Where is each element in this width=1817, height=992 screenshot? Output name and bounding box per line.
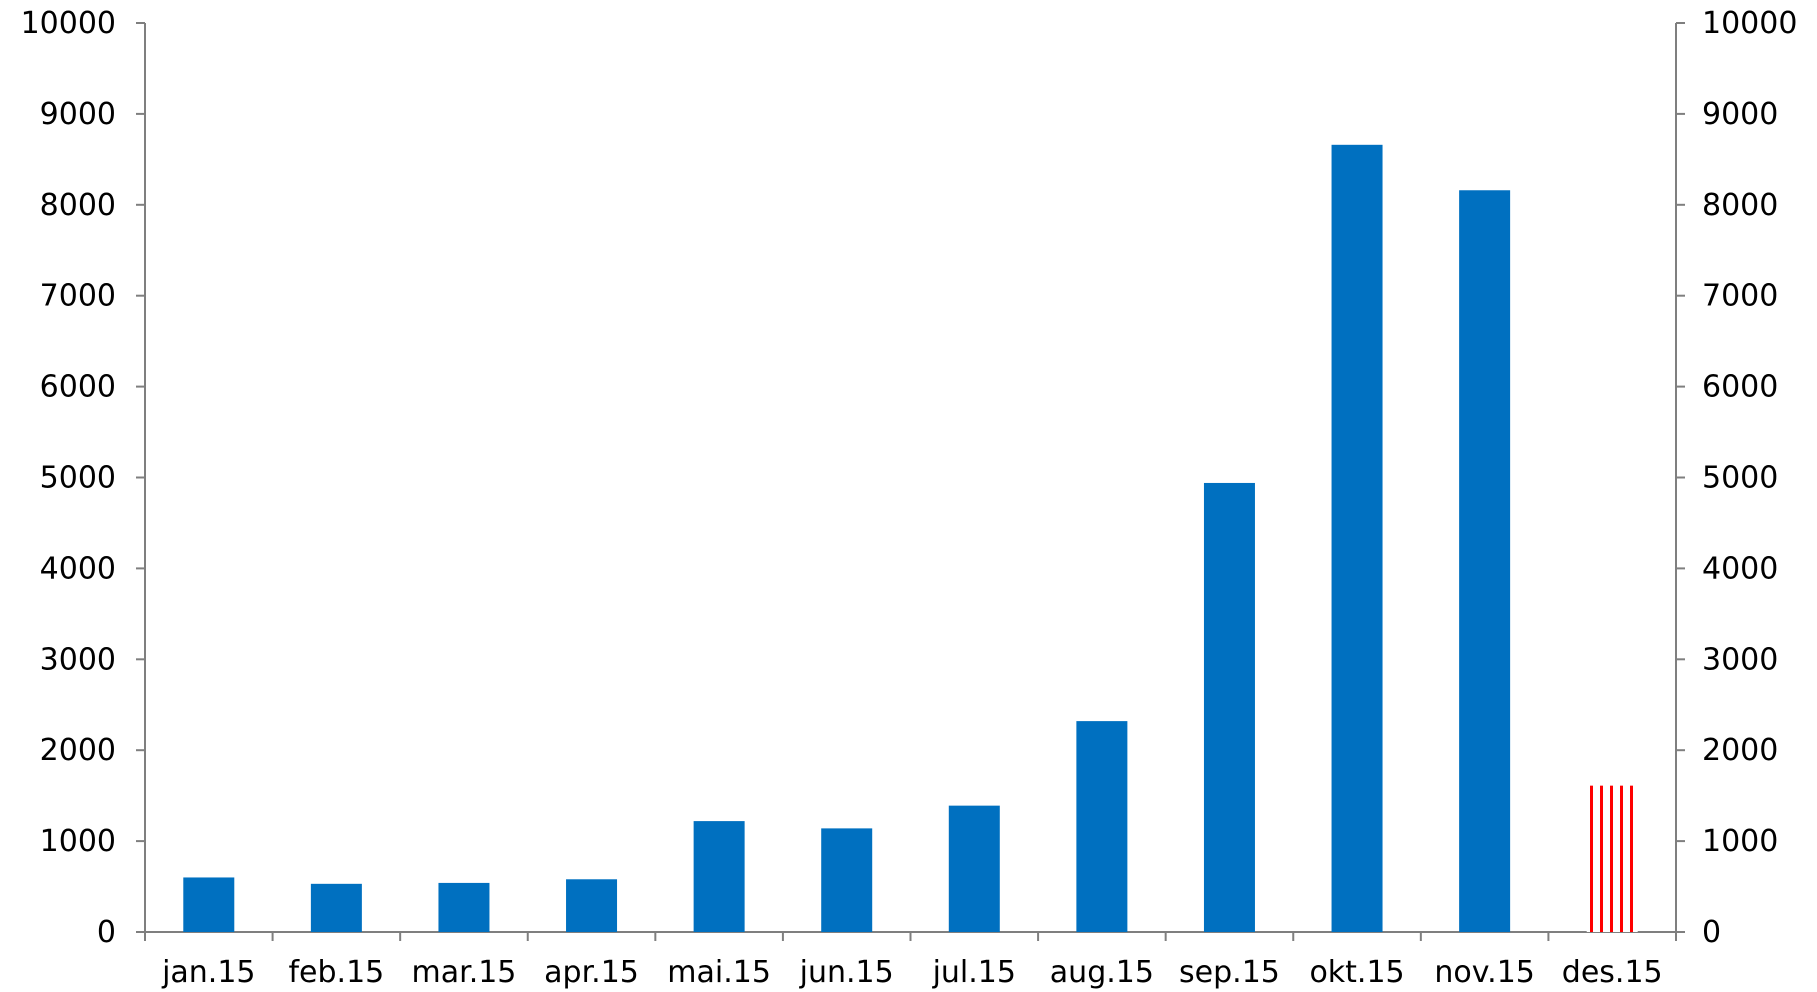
x-tick-label: feb.15 — [288, 955, 384, 990]
y-tick-label-left: 10000 — [21, 6, 116, 41]
y-tick-label-right: 6000 — [1702, 370, 1778, 405]
x-tick-label: okt.15 — [1309, 955, 1404, 990]
y-tick-label-left: 6000 — [40, 370, 116, 405]
bar — [1076, 721, 1128, 932]
y-tick-label-right: 3000 — [1702, 642, 1778, 677]
y-tick-label-left: 4000 — [40, 551, 116, 586]
bar — [183, 877, 235, 932]
bar — [693, 821, 745, 932]
bar — [310, 883, 362, 932]
y-tick-label-left: 8000 — [40, 188, 116, 223]
y-tick-label-right: 10000 — [1702, 6, 1797, 41]
bar-des-15 — [1586, 785, 1638, 932]
bar — [821, 828, 873, 932]
y-tick-label-left: 0 — [97, 915, 116, 950]
y-tick-label-left: 9000 — [40, 97, 116, 132]
y-tick-label-right: 2000 — [1702, 733, 1778, 768]
y-tick-label-right: 9000 — [1702, 97, 1778, 132]
y-tick-label-left: 5000 — [40, 461, 116, 496]
x-tick-label: des.15 — [1562, 955, 1663, 990]
x-tick-label: aug.15 — [1050, 955, 1154, 990]
y-tick-label-right: 8000 — [1702, 188, 1778, 223]
bar — [438, 882, 490, 932]
bar — [566, 879, 618, 932]
y-tick-label-left: 2000 — [40, 733, 116, 768]
bar — [1331, 144, 1383, 932]
y-tick-label-left: 1000 — [40, 824, 116, 859]
y-tick-label-left: 7000 — [40, 279, 116, 314]
x-tick-label: mai.15 — [667, 955, 771, 990]
x-tick-label: nov.15 — [1434, 955, 1535, 990]
x-tick-label: jul.15 — [932, 955, 1016, 990]
y-tick-label-right: 7000 — [1702, 279, 1778, 314]
y-tick-label-right: 0 — [1702, 915, 1721, 950]
x-tick-label: sep.15 — [1179, 955, 1280, 990]
y-tick-label-right: 4000 — [1702, 551, 1778, 586]
x-tick-label: jun.15 — [799, 955, 894, 990]
x-tick-label: apr.15 — [544, 955, 639, 990]
bar — [1459, 190, 1511, 933]
y-tick-label-right: 5000 — [1702, 461, 1778, 496]
x-tick-label: jan.15 — [161, 955, 255, 990]
y-tick-label-right: 1000 — [1702, 824, 1778, 859]
y-tick-label-left: 3000 — [40, 642, 116, 677]
plot-area: 0 1000 2000 3000 4000 5000 6000 7000 8000 9000 100… — [21, 6, 1798, 990]
bar — [948, 805, 1000, 932]
x-tick-label: mar.15 — [412, 955, 517, 990]
bar — [1203, 482, 1255, 932]
